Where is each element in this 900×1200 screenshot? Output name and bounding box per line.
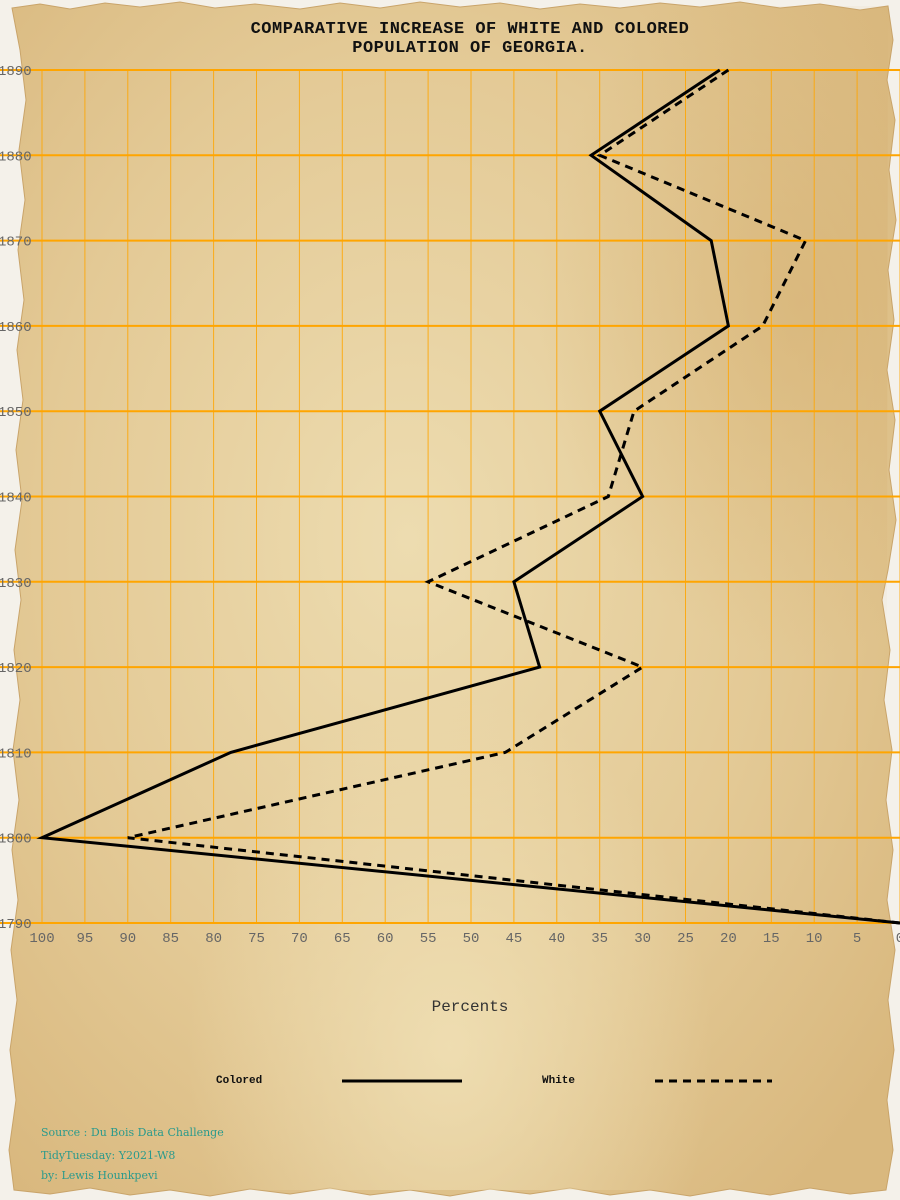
x-tick-label: 30 (634, 931, 651, 947)
y-tick-label: 1810 (0, 746, 32, 762)
y-tick-label: 1800 (0, 832, 32, 848)
x-tick-label: 35 (591, 931, 608, 947)
x-tick-label: 40 (548, 931, 565, 947)
x-tick-label: 100 (29, 931, 54, 947)
x-axis-label: Percents (431, 998, 509, 1016)
legend-label-colored: Colored (216, 1075, 263, 1087)
x-tick-label: 15 (763, 931, 780, 947)
x-tick-label: 75 (248, 931, 265, 947)
x-tick-label: 85 (162, 931, 179, 947)
y-tick-label: 1860 (0, 320, 32, 336)
y-tick-label: 1850 (0, 405, 32, 421)
y-tick-label: 1880 (0, 149, 32, 165)
caption-author: by: Lewis Hounkpevi (41, 1169, 158, 1182)
x-tick-label: 50 (463, 931, 480, 947)
x-tick-label: 5 (853, 931, 861, 947)
y-tick-label: 1820 (0, 661, 32, 677)
x-tick-label: 70 (291, 931, 308, 947)
caption-tidytuesday: TidyTuesday: Y2021-W8 (41, 1149, 176, 1162)
x-tick-label: 10 (806, 931, 823, 947)
y-tick-label: 1840 (0, 491, 32, 507)
x-tick-label: 55 (420, 931, 437, 947)
grid-layer (0, 69, 900, 924)
caption-source: Source : Du Bois Data Challenge (41, 1126, 224, 1139)
y-tick-label: 1790 (0, 917, 32, 933)
y-tick-label: 1890 (0, 64, 32, 80)
x-tick-label: 90 (119, 931, 136, 947)
y-tick-label: 1870 (0, 235, 32, 251)
x-tick-label: 65 (334, 931, 351, 947)
y-tick-label: 1830 (0, 576, 32, 592)
legend-label-white: White (542, 1075, 576, 1087)
chart-title-line-2: POPULATION OF GEORGIA. (352, 39, 588, 58)
x-tick-label: 95 (76, 931, 93, 947)
x-tick-label: 25 (677, 931, 694, 947)
x-tick-label: 45 (505, 931, 522, 947)
chart-title-line-1: COMPARATIVE INCREASE OF WHITE AND COLORE… (250, 20, 690, 39)
x-tick-label: 60 (377, 931, 394, 947)
x-tick-label: 0 (896, 931, 900, 947)
x-tick-label: 80 (205, 931, 222, 947)
chart-title: COMPARATIVE INCREASE OF WHITE AND COLORE… (0, 20, 900, 58)
x-tick-label: 20 (720, 931, 737, 947)
tick-layer: 100 95 90 85 80 75 70 65 60 55 50 45 40 35 30 25 20 15 10 5… (0, 64, 900, 947)
